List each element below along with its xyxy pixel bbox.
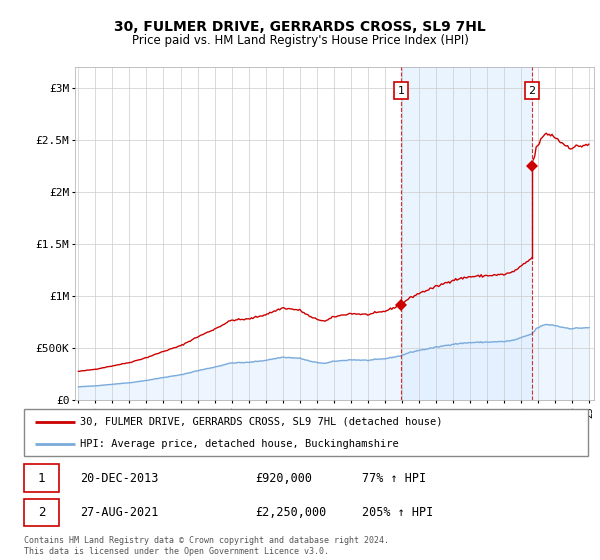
Text: £920,000: £920,000 xyxy=(255,472,312,484)
FancyBboxPatch shape xyxy=(24,409,588,456)
Text: 2: 2 xyxy=(529,86,535,96)
FancyBboxPatch shape xyxy=(24,498,59,526)
FancyBboxPatch shape xyxy=(24,464,59,492)
Text: 27-AUG-2021: 27-AUG-2021 xyxy=(80,506,159,519)
Text: 1: 1 xyxy=(38,472,45,484)
Text: £2,250,000: £2,250,000 xyxy=(255,506,326,519)
Text: 205% ↑ HPI: 205% ↑ HPI xyxy=(362,506,434,519)
Text: 30, FULMER DRIVE, GERRARDS CROSS, SL9 7HL (detached house): 30, FULMER DRIVE, GERRARDS CROSS, SL9 7H… xyxy=(80,417,443,427)
Text: 2: 2 xyxy=(38,506,45,519)
Text: HPI: Average price, detached house, Buckinghamshire: HPI: Average price, detached house, Buck… xyxy=(80,438,399,449)
Text: 77% ↑ HPI: 77% ↑ HPI xyxy=(362,472,427,484)
Text: 20-DEC-2013: 20-DEC-2013 xyxy=(80,472,159,484)
Bar xyxy=(401,67,532,400)
Text: 1: 1 xyxy=(398,86,404,96)
Text: Price paid vs. HM Land Registry's House Price Index (HPI): Price paid vs. HM Land Registry's House … xyxy=(131,34,469,46)
Text: Contains HM Land Registry data © Crown copyright and database right 2024.
This d: Contains HM Land Registry data © Crown c… xyxy=(24,536,389,556)
Text: 30, FULMER DRIVE, GERRARDS CROSS, SL9 7HL: 30, FULMER DRIVE, GERRARDS CROSS, SL9 7H… xyxy=(114,20,486,34)
